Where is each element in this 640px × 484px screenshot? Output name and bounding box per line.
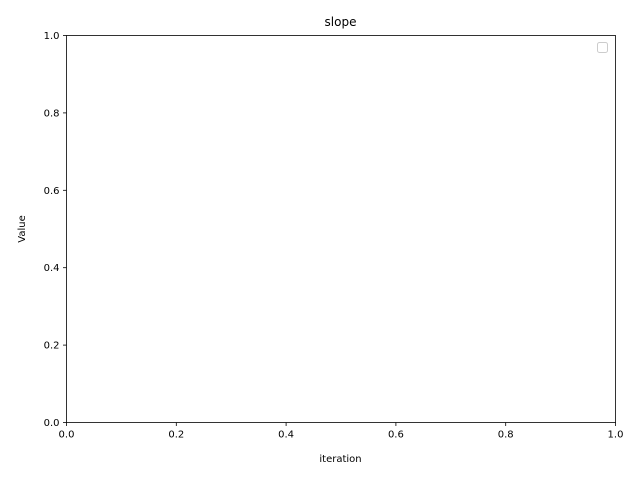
y-tick-label: 1.0 [44,31,60,42]
x-tick-label: 0.2 [168,430,184,441]
y-tick-label: 0.8 [44,108,60,119]
y-tick-label: 0.6 [44,186,60,197]
y-tick-label: 0.4 [44,263,60,274]
plot-area [66,35,616,423]
y-tick-label: 0.0 [44,418,60,429]
x-tick-label: 0.4 [278,430,294,441]
x-tick-label: 0.8 [498,430,514,441]
y-tick-label: 0.2 [44,341,60,352]
x-tick-label: 0.6 [388,430,404,441]
x-tick-label: 0.0 [59,430,75,441]
legend-box [597,42,608,53]
x-tick-label: 1.0 [608,430,624,441]
y-axis-label: Value [17,215,28,242]
chart-title: slope [325,15,357,29]
x-axis-label: iteration [319,454,361,465]
